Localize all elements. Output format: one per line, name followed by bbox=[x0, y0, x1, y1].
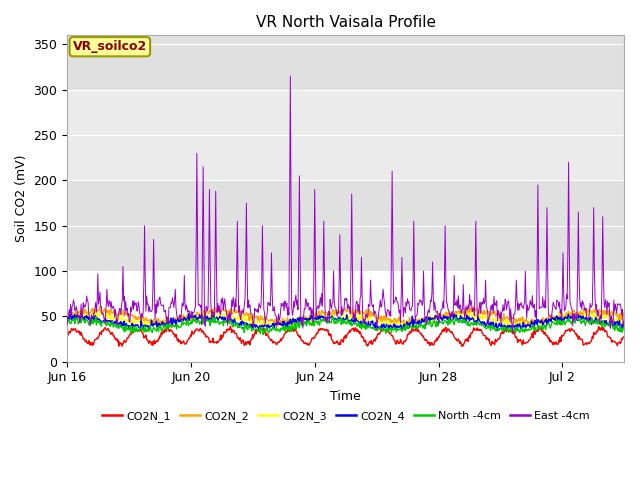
Line: CO2N_2: CO2N_2 bbox=[67, 307, 625, 327]
CO2N_3 bbox=[388, 322, 396, 327]
CO2N_1 bbox=[458, 344, 466, 349]
CO2N_2 bbox=[545, 318, 552, 324]
CO2N_3 bbox=[545, 314, 552, 320]
CO2N_4 bbox=[545, 321, 552, 327]
East -4cm bbox=[97, 304, 105, 310]
CO2N_1 bbox=[63, 333, 71, 338]
Y-axis label: Soil CO2 (mV): Soil CO2 (mV) bbox=[15, 155, 28, 242]
CO2N_1 bbox=[227, 324, 234, 329]
Line: CO2N_4: CO2N_4 bbox=[67, 313, 625, 331]
East -4cm bbox=[287, 73, 294, 79]
CO2N_4 bbox=[502, 328, 510, 334]
CO2N_1 bbox=[545, 336, 552, 342]
North -4cm bbox=[388, 326, 396, 332]
Line: East -4cm: East -4cm bbox=[67, 76, 625, 333]
North -4cm bbox=[487, 323, 495, 329]
CO2N_3 bbox=[419, 319, 427, 324]
CO2N_4 bbox=[388, 324, 396, 330]
North -4cm bbox=[92, 314, 100, 320]
North -4cm bbox=[545, 321, 552, 327]
Legend: CO2N_1, CO2N_2, CO2N_3, CO2N_4, North -4cm, East -4cm: CO2N_1, CO2N_2, CO2N_3, CO2N_4, North -4… bbox=[97, 407, 595, 426]
CO2N_2 bbox=[273, 324, 281, 330]
CO2N_1 bbox=[419, 333, 427, 338]
CO2N_3 bbox=[98, 312, 106, 317]
Bar bbox=[67, 90, 625, 180]
North -4cm bbox=[63, 319, 71, 325]
CO2N_4 bbox=[419, 319, 427, 325]
CO2N_1 bbox=[621, 334, 628, 339]
CO2N_2 bbox=[403, 318, 411, 324]
CO2N_3 bbox=[486, 315, 494, 321]
X-axis label: Time: Time bbox=[330, 390, 361, 403]
CO2N_3 bbox=[522, 325, 530, 331]
Line: CO2N_1: CO2N_1 bbox=[67, 326, 625, 347]
East -4cm bbox=[419, 300, 427, 306]
CO2N_4 bbox=[621, 322, 628, 328]
East -4cm bbox=[403, 300, 410, 305]
CO2N_4 bbox=[185, 311, 193, 316]
Line: CO2N_3: CO2N_3 bbox=[67, 310, 625, 328]
Line: North -4cm: North -4cm bbox=[67, 317, 625, 335]
North -4cm bbox=[420, 325, 428, 331]
East -4cm bbox=[621, 315, 628, 321]
Text: VR_soilco2: VR_soilco2 bbox=[73, 40, 147, 53]
CO2N_3 bbox=[63, 314, 71, 320]
East -4cm bbox=[63, 322, 71, 328]
CO2N_3 bbox=[74, 307, 81, 312]
CO2N_2 bbox=[621, 315, 628, 321]
East -4cm bbox=[545, 311, 552, 316]
North -4cm bbox=[621, 325, 628, 331]
CO2N_4 bbox=[486, 324, 494, 330]
CO2N_2 bbox=[388, 318, 396, 324]
East -4cm bbox=[486, 306, 494, 312]
CO2N_1 bbox=[487, 343, 495, 348]
CO2N_1 bbox=[403, 336, 410, 342]
East -4cm bbox=[388, 250, 396, 256]
CO2N_4 bbox=[403, 323, 410, 328]
Bar bbox=[67, 36, 625, 90]
CO2N_1 bbox=[97, 331, 105, 337]
CO2N_3 bbox=[621, 318, 628, 324]
Title: VR North Vaisala Profile: VR North Vaisala Profile bbox=[256, 15, 436, 30]
North -4cm bbox=[403, 325, 411, 331]
CO2N_4 bbox=[97, 318, 105, 324]
CO2N_2 bbox=[420, 316, 428, 322]
Bar bbox=[67, 180, 625, 271]
CO2N_3 bbox=[403, 321, 410, 327]
CO2N_4 bbox=[63, 316, 71, 322]
CO2N_1 bbox=[388, 333, 396, 338]
CO2N_2 bbox=[63, 312, 71, 318]
CO2N_2 bbox=[96, 304, 104, 310]
CO2N_2 bbox=[487, 312, 495, 317]
North -4cm bbox=[259, 332, 267, 337]
East -4cm bbox=[509, 330, 516, 336]
North -4cm bbox=[98, 319, 106, 325]
CO2N_2 bbox=[98, 309, 106, 315]
